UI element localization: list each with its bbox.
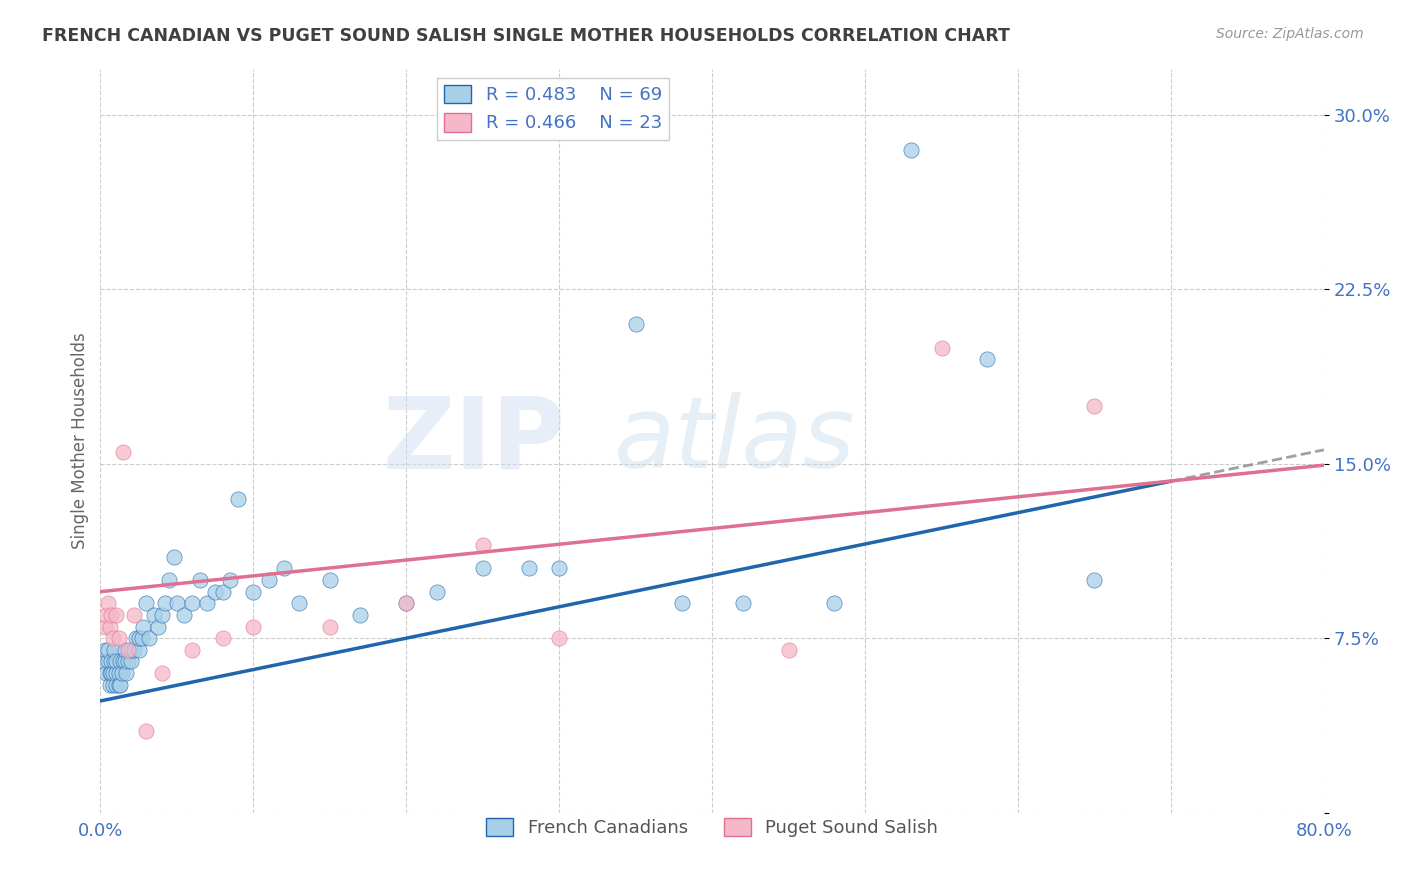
Point (395, 596, 418, 610)
Point (731, 596, 754, 610)
Point (132, 619, 155, 633)
Point (142, 607, 165, 622)
Point (100, 655, 122, 669)
Point (117, 642, 139, 657)
Point (100, 666, 122, 681)
Point (115, 666, 138, 681)
Point (110, 678, 132, 692)
Point (242, 584, 264, 599)
Point (97, 642, 120, 657)
Point (94, 619, 117, 633)
Point (101, 678, 124, 692)
Point (128, 642, 150, 657)
Point (548, 631, 571, 645)
Point (104, 655, 127, 669)
Point (112, 445, 135, 459)
Point (1083, 399, 1105, 413)
Point (131, 631, 153, 645)
Point (122, 642, 145, 657)
Point (931, 341, 953, 355)
Point (163, 549, 186, 564)
Point (103, 655, 125, 669)
Point (900, 143, 922, 157)
Point (100, 607, 122, 622)
Point (122, 607, 145, 622)
Point (98, 666, 121, 681)
Point (93, 655, 115, 669)
Point (426, 584, 449, 599)
Point (124, 631, 146, 645)
Point (349, 607, 371, 622)
Point (138, 631, 160, 645)
Point (104, 607, 127, 622)
Point (517, 561, 540, 575)
Point (157, 573, 180, 587)
Point (624, 318, 647, 332)
Point (117, 655, 139, 669)
Point (150, 666, 173, 681)
Point (976, 352, 998, 367)
Point (101, 631, 124, 645)
Point (98, 678, 121, 692)
Point (103, 642, 125, 657)
Y-axis label: Single Mother Households: Single Mother Households (72, 332, 89, 549)
Point (110, 655, 132, 669)
Point (1083, 573, 1105, 587)
Point (153, 596, 176, 610)
Point (128, 631, 150, 645)
Point (97, 655, 120, 669)
Point (204, 584, 226, 599)
Point (273, 561, 295, 575)
Point (824, 596, 846, 610)
Text: ZIP: ZIP (382, 392, 565, 489)
Point (120, 642, 142, 657)
Point (671, 596, 693, 610)
Point (135, 596, 157, 610)
Point (94, 642, 117, 657)
Text: FRENCH CANADIAN VS PUGET SOUND SALISH SINGLE MOTHER HOUSEHOLDS CORRELATION CHART: FRENCH CANADIAN VS PUGET SOUND SALISH SI… (42, 27, 1010, 45)
Point (135, 724, 157, 739)
Point (211, 584, 233, 599)
Point (471, 538, 494, 552)
Point (181, 642, 204, 657)
Point (257, 573, 280, 587)
Point (96, 666, 118, 681)
Point (104, 678, 127, 692)
Point (319, 573, 342, 587)
Legend: French Canadians, Puget Sound Salish: French Canadians, Puget Sound Salish (479, 811, 945, 845)
Point (395, 596, 418, 610)
Point (112, 655, 135, 669)
Point (188, 573, 211, 587)
Point (319, 619, 342, 633)
Point (111, 666, 134, 681)
Point (97, 596, 120, 610)
Point (107, 666, 129, 681)
Point (226, 491, 249, 506)
Point (471, 561, 494, 575)
Point (148, 619, 170, 633)
Point (242, 619, 264, 633)
Point (197, 596, 219, 610)
Point (166, 596, 188, 610)
Point (114, 642, 136, 657)
Text: atlas: atlas (614, 392, 856, 489)
Point (288, 596, 311, 610)
Text: Source: ZipAtlas.com: Source: ZipAtlas.com (1216, 27, 1364, 41)
Point (107, 631, 129, 645)
Point (181, 596, 204, 610)
Point (101, 666, 124, 681)
Point (548, 561, 571, 575)
Point (219, 573, 242, 587)
Point (107, 678, 129, 692)
Point (114, 655, 136, 669)
Point (120, 655, 142, 669)
Point (211, 631, 233, 645)
Point (778, 642, 800, 657)
Point (173, 607, 195, 622)
Point (104, 666, 127, 681)
Point (150, 607, 173, 622)
Point (98, 619, 121, 633)
Point (96, 607, 118, 622)
